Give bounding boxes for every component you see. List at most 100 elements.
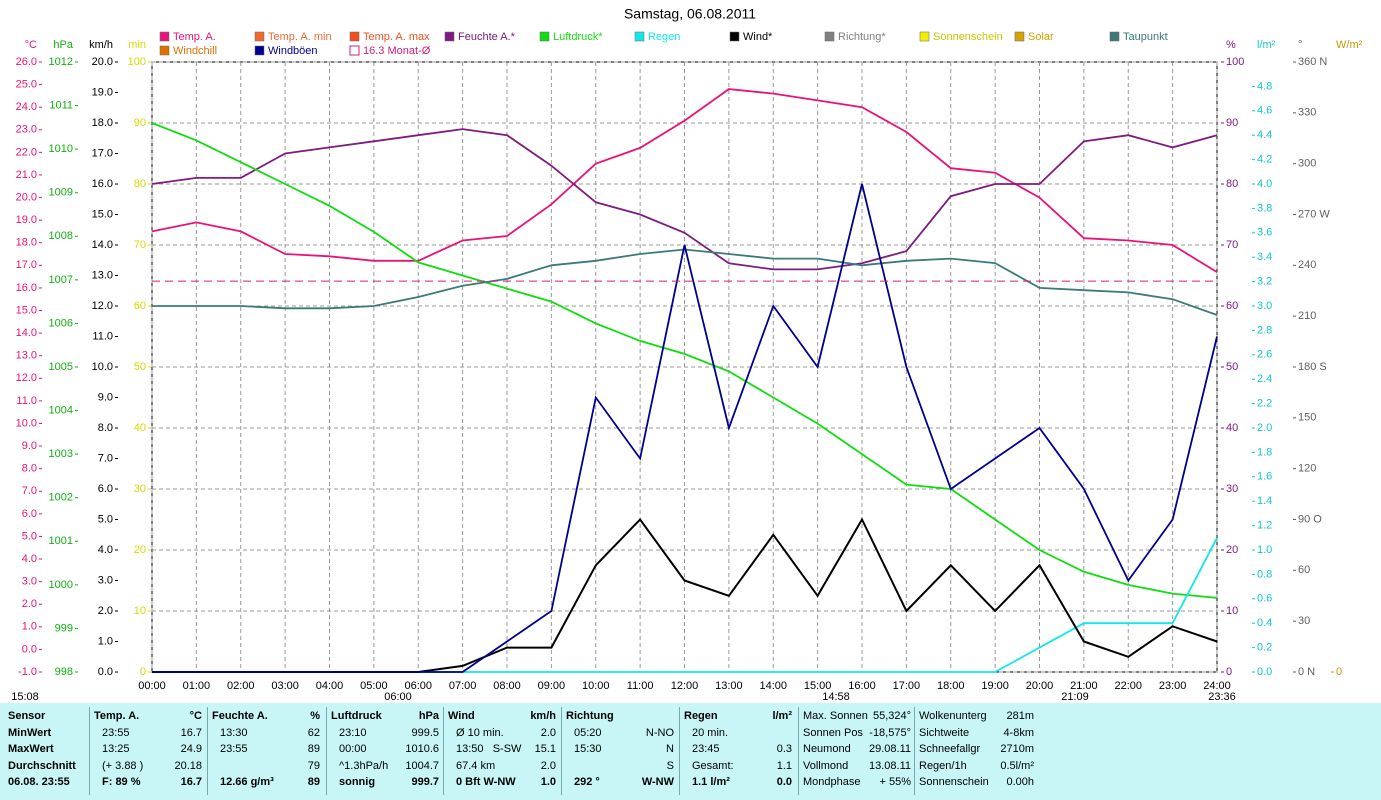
separator <box>443 707 444 795</box>
x-tick-label: 24:00 <box>1203 680 1231 692</box>
stat-value: 16.7 <box>180 776 202 788</box>
stat-value: 29.08.11 <box>868 743 911 755</box>
y-tick-label: 1003 <box>49 448 73 460</box>
y-tick-label: 17.0 <box>16 259 37 271</box>
y-tick-label: 0.8 <box>1257 568 1272 580</box>
y-tick-label: 1001 <box>49 535 73 547</box>
y-tick-label: 150 <box>1298 412 1316 424</box>
stat-value: 2.0 <box>540 726 556 739</box>
y-tick-label: 6.0 <box>98 483 113 495</box>
stat-value: W-NW <box>641 776 674 788</box>
stat-value: 1.0 <box>540 776 556 788</box>
stat-value: 2.0 <box>540 759 556 772</box>
axis-unit: °C <box>25 39 37 51</box>
legend-label: Temp. A. max <box>363 31 430 43</box>
stat-label: 06.08. 23:55 <box>8 776 70 788</box>
x-tick-label: 14:00 <box>759 680 787 692</box>
stat-label: 13:30 <box>220 726 248 739</box>
stat-label: 15:30 <box>574 743 602 755</box>
stat-value: 0.3 <box>776 743 792 755</box>
y-tick-label: 60 <box>1298 564 1310 576</box>
section-unit: °C <box>189 710 202 722</box>
y-tick-label: 17.0 <box>92 147 113 159</box>
stat-label: Neumond <box>803 743 851 755</box>
y-tick-label: 90 <box>1226 117 1238 129</box>
y-tick-label: 2.0 <box>1257 422 1272 434</box>
y-tick-label: 8.0 <box>22 463 37 475</box>
y-tick-label: 90 O <box>1298 513 1322 525</box>
legend-label: Temp. A. min <box>268 31 332 43</box>
axis-unit: ° <box>1298 39 1302 51</box>
y-tick-label: 1005 <box>49 361 73 373</box>
stat-value: 79 <box>307 759 320 772</box>
y-tick-label: 0.0 <box>1257 666 1272 678</box>
y-tick-label: 19.0 <box>16 214 37 226</box>
y-tick-label: 18.0 <box>16 237 37 249</box>
x-tick-label: 23:00 <box>1159 680 1187 692</box>
y-tick-label: 80 <box>134 178 146 190</box>
y-tick-label: 30 <box>1298 615 1310 627</box>
legend-label: Solar <box>1028 31 1054 43</box>
stat-label: F: 89 % <box>102 776 141 788</box>
x-tick-label: 10:00 <box>582 680 610 692</box>
axis-unit: hPa <box>53 39 73 51</box>
x-tick-label: 13:00 <box>715 680 743 692</box>
y-tick-label: 270 W <box>1298 208 1330 220</box>
y-tick-label: 19.0 <box>92 86 113 98</box>
legend-swatch <box>1014 31 1025 42</box>
stat-value: 999.5 <box>411 726 439 739</box>
stat-label: 292 ° <box>574 776 600 788</box>
legend-label: Windböen <box>268 45 318 57</box>
y-tick-label: 25.0 <box>16 78 37 90</box>
y-tick-label: 4.8 <box>1257 80 1272 92</box>
separator <box>798 707 799 795</box>
y-tick-label: 70 <box>134 239 146 251</box>
legend-label: Regen <box>648 31 680 43</box>
y-tick-label: 999 <box>55 622 73 634</box>
stat-value: 0.5l/m² <box>1000 759 1034 772</box>
stat-label: 05:20 <box>574 726 602 739</box>
y-tick-label: 21.0 <box>16 169 37 181</box>
y-tick-label: 11.0 <box>16 395 37 407</box>
stat-label: 23:10 <box>339 726 367 739</box>
x-tick-label: 02:00 <box>227 680 255 692</box>
stat-value: 89 <box>307 743 320 755</box>
stat-label: sonnig <box>339 776 376 788</box>
y-tick-label: 30 <box>134 483 146 495</box>
separator <box>561 707 562 795</box>
y-tick-label: 4.6 <box>1257 105 1272 117</box>
stat-value: 55,324° <box>872 710 911 722</box>
y-tick-label: 1.0 <box>1257 544 1272 556</box>
legend-swatch <box>159 45 170 56</box>
y-tick-label: 100 <box>128 56 146 68</box>
y-tick-label: 9.0 <box>98 391 113 403</box>
stat-value: -18,575° <box>869 726 911 739</box>
y-tick-label: 3.8 <box>1257 202 1272 214</box>
y-tick-label: 22.0 <box>16 146 37 158</box>
y-tick-label: 3.0 <box>1257 300 1272 312</box>
x-tick-label: 09:00 <box>538 680 566 692</box>
y-tick-label: 20 <box>1226 544 1238 556</box>
y-tick-label: 4.0 <box>98 544 113 556</box>
x-tick-label: 17:00 <box>893 680 921 692</box>
separator <box>326 707 327 795</box>
y-tick-label: 2.4 <box>1257 373 1272 385</box>
x-tick-label: 01:00 <box>183 680 211 692</box>
y-tick-label: 90 <box>134 117 146 129</box>
section-unit: hPa <box>418 710 439 722</box>
y-tick-label: 100 <box>1226 56 1244 68</box>
y-tick-label: 2.6 <box>1257 349 1272 361</box>
series-line <box>151 122 1218 599</box>
stat-value: 281m <box>1006 710 1034 722</box>
y-tick-label: 1.0 <box>22 621 37 633</box>
x-tick-label: 21:00 <box>1070 680 1098 692</box>
y-tick-label: 1002 <box>49 492 73 504</box>
y-tick-label: 70 <box>1226 239 1238 251</box>
y-tick-label: 60 <box>134 300 146 312</box>
y-tick-label: 0.2 <box>1257 642 1272 654</box>
x-tick-label: 19:00 <box>981 680 1009 692</box>
y-tick-label: 210 <box>1298 310 1316 322</box>
stat-value: 13.08.11 <box>868 759 911 772</box>
y-tick-label: 0 <box>1336 666 1342 678</box>
